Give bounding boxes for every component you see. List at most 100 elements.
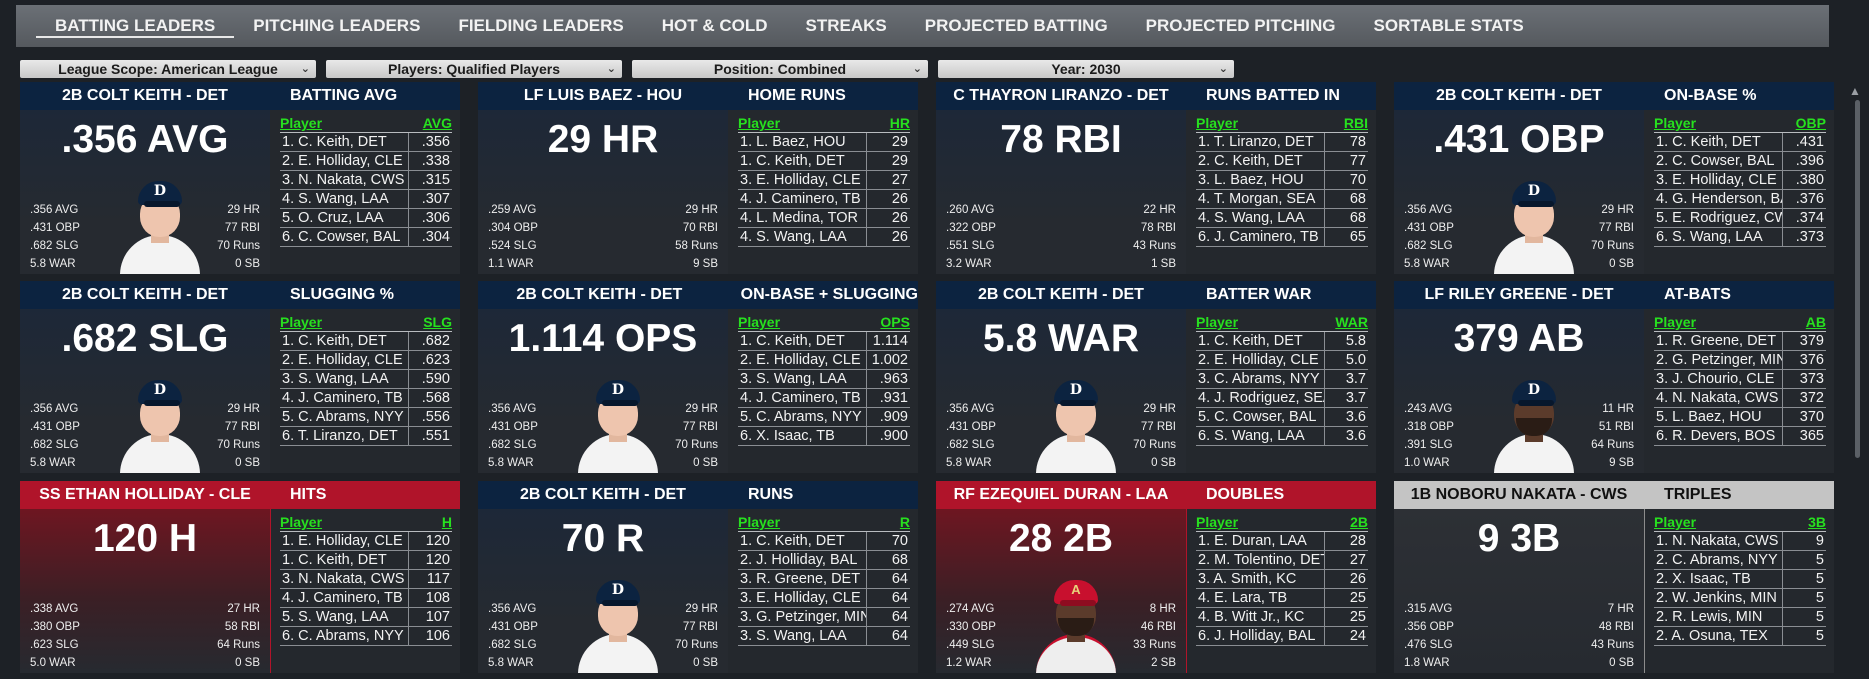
leaderboard-player[interactable]: 5. O. Cruz, LAA — [282, 210, 384, 226]
leaderboard-row[interactable]: 2. E. Holliday, CLE .338 — [280, 152, 452, 171]
tab-hot-cold[interactable]: HOT & COLD — [661, 16, 768, 35]
leaderboard-player[interactable]: 2. E. Holliday, CLE — [282, 352, 403, 368]
leaderboard-player[interactable]: 1. E. Holliday, CLE — [282, 533, 403, 549]
leaderboard-row[interactable]: 2. R. Lewis, MIN 5 — [1654, 608, 1826, 627]
column-header-stat[interactable]: 2B — [1350, 514, 1368, 530]
leaderboard-row[interactable]: 3. A. Smith, KC 26 — [1196, 570, 1368, 589]
leaderboard-player[interactable]: 4. S. Wang, LAA — [740, 229, 847, 245]
leader-name[interactable]: 2B COLT KEITH - DET — [516, 286, 683, 303]
leaderboard-row[interactable]: 4. J. Caminero, TB 108 — [280, 589, 452, 608]
leaderboard-row[interactable]: 3. L. Baez, HOU 70 — [1196, 171, 1368, 190]
leaderboard-player[interactable]: 2. C. Abrams, NYY — [1656, 552, 1778, 568]
leaderboard-row[interactable]: 6. C. Cowser, BAL .304 — [280, 228, 452, 247]
leaderboard-row[interactable]: 4. J. Caminero, TB 26 — [738, 190, 910, 209]
column-header-player[interactable]: Player — [738, 514, 781, 530]
leaderboard-row[interactable]: 1. R. Greene, DET 379 — [1654, 332, 1826, 351]
leaderboard-row[interactable]: 5. C. Cowser, BAL 3.6 — [1196, 408, 1368, 427]
leaderboard-player[interactable]: 4. G. Henderson, BAL — [1656, 191, 1782, 207]
leaderboard-player[interactable]: 2. M. Tolentino, DET — [1198, 552, 1324, 568]
column-header-player[interactable]: Player — [1654, 314, 1697, 330]
leaderboard-row[interactable]: 3. S. Wang, LAA .590 — [280, 370, 452, 389]
column-header-player[interactable]: Player — [1196, 314, 1239, 330]
leaderboard-player[interactable]: 3. E. Holliday, CLE — [740, 172, 861, 188]
leaderboard-player[interactable]: 4. E. Lara, TB — [1198, 590, 1288, 606]
column-header-player[interactable]: Player — [1196, 115, 1239, 131]
column-header-player[interactable]: Player — [738, 115, 781, 131]
leaderboard-player[interactable]: 4. N. Nakata, CWS — [1656, 390, 1779, 406]
leaderboard-row[interactable]: 1. C. Keith, DET 1.114 — [738, 332, 910, 351]
leaderboard-player[interactable]: 1. C. Keith, DET — [282, 333, 387, 349]
leaderboard-player[interactable]: 1. E. Duran, LAA — [1198, 533, 1307, 549]
leaderboard-row[interactable]: 5. O. Cruz, LAA .306 — [280, 209, 452, 228]
leader-name[interactable]: LF LUIS BAEZ - HOU — [523, 87, 683, 104]
leaderboard-player[interactable]: 2. C. Keith, DET — [1198, 153, 1303, 169]
leaderboard-player[interactable]: 4. T. Morgan, SEA — [1198, 191, 1316, 207]
leader-name[interactable]: 2B COLT KEITH - DET — [520, 486, 686, 503]
leaderboard-player[interactable]: 3. J. Chourio, CLE — [1656, 371, 1775, 387]
leaderboard-player[interactable]: 4. J. Caminero, TB — [282, 590, 403, 606]
leaderboard-row[interactable]: 2. C. Keith, DET 77 — [1196, 152, 1368, 171]
leaderboard-row[interactable]: 1. E. Holliday, CLE 120 — [280, 532, 452, 551]
leaderboard-row[interactable]: 3. E. Holliday, CLE .380 — [1654, 171, 1826, 190]
filter-dropdown-year[interactable]: Year: 2030 ⌄ — [938, 60, 1234, 78]
leaderboard-player[interactable]: 5. L. Baez, HOU — [1656, 409, 1762, 425]
filter-dropdown-players[interactable]: Players: Qualified Players ⌄ — [326, 60, 622, 78]
leaderboard-row[interactable]: 5. C. Abrams, NYY .909 — [738, 408, 910, 427]
column-header-player[interactable]: Player — [1654, 514, 1697, 530]
leaderboard-row[interactable]: 6. S. Wang, LAA .373 — [1654, 228, 1826, 247]
column-header-stat[interactable]: R — [899, 514, 910, 530]
leaderboard-player[interactable]: 2. E. Holliday, CLE — [282, 153, 403, 169]
leaderboard-row[interactable]: 4. S. Wang, LAA 68 — [1196, 209, 1368, 228]
leaderboard-row[interactable]: 1. L. Baez, HOU 29 — [738, 133, 910, 152]
leaderboard-row[interactable]: 6. T. Liranzo, DET .551 — [280, 427, 452, 446]
leader-name[interactable]: C THAYRON LIRANZO - DET — [953, 87, 1169, 104]
leaderboard-player[interactable]: 1. C. Keith, DET — [740, 153, 845, 169]
leaderboard-player[interactable]: 6. S. Wang, LAA — [1656, 229, 1763, 245]
leaderboard-player[interactable]: 3. E. Holliday, CLE — [1656, 172, 1777, 188]
leaderboard-row[interactable]: 1. T. Liranzo, DET 78 — [1196, 133, 1368, 152]
leaderboard-player[interactable]: 1. C. Keith, DET — [740, 333, 845, 349]
leaderboard-row[interactable]: 1. C. Keith, DET .431 — [1654, 133, 1826, 152]
leader-name[interactable]: 2B COLT KEITH - DET — [62, 87, 228, 104]
leaderboard-player[interactable]: 3. C. Abrams, NYY — [1198, 371, 1320, 387]
leader-name[interactable]: SS ETHAN HOLLIDAY - CLE — [39, 486, 251, 503]
leaderboard-row[interactable]: 2. E. Holliday, CLE 1.002 — [738, 351, 910, 370]
leaderboard-row[interactable]: 3. R. Greene, DET 64 — [738, 570, 910, 589]
leaderboard-row[interactable]: 2. J. Holliday, BAL 68 — [738, 551, 910, 570]
leaderboard-player[interactable]: 1. L. Baez, HOU — [740, 134, 846, 150]
leaderboard-player[interactable]: 2. E. Holliday, CLE — [740, 352, 861, 368]
vertical-scrollbar[interactable] — [1855, 100, 1860, 458]
column-header-stat[interactable]: H — [441, 514, 452, 530]
tab-sortable-stats[interactable]: SORTABLE STATS — [1373, 16, 1524, 35]
column-header-stat[interactable]: SLG — [423, 314, 452, 330]
leaderboard-player[interactable]: 3. E. Holliday, CLE — [740, 590, 861, 606]
column-header-stat[interactable]: 3B — [1808, 514, 1826, 530]
column-header-stat[interactable]: HR — [889, 115, 910, 131]
leaderboard-row[interactable]: 4. T. Morgan, SEA 68 — [1196, 190, 1368, 209]
leaderboard-player[interactable]: 2. C. Cowser, BAL — [1656, 153, 1775, 169]
leaderboard-row[interactable]: 6. C. Abrams, NYY 106 — [280, 627, 452, 646]
tab-batting-leaders[interactable]: BATTING LEADERS — [36, 5, 235, 47]
leaderboard-row[interactable]: 4. B. Witt Jr., KC 25 — [1196, 608, 1368, 627]
leaderboard-player[interactable]: 3. G. Petzinger, MIN — [740, 609, 866, 625]
leaderboard-row[interactable]: 2. M. Tolentino, DET 27 — [1196, 551, 1368, 570]
column-header-stat[interactable]: AVG — [422, 115, 452, 131]
leaderboard-row[interactable]: 5. E. Rodriguez, CWS.374 — [1654, 209, 1826, 228]
column-header-player[interactable]: Player — [1654, 115, 1697, 131]
tab-pitching-leaders[interactable]: PITCHING LEADERS — [253, 16, 421, 35]
scroll-up-arrow-icon[interactable]: ▲ — [1849, 84, 1861, 98]
leaderboard-player[interactable]: 3. L. Baez, HOU — [1198, 172, 1304, 188]
leaderboard-player[interactable]: 1. C. Keith, DET — [1198, 333, 1303, 349]
leaderboard-row[interactable]: 5. S. Wang, LAA 107 — [280, 608, 452, 627]
leaderboard-row[interactable]: 4. S. Wang, LAA .307 — [280, 190, 452, 209]
leaderboard-row[interactable]: 1. C. Keith, DET .356 — [280, 133, 452, 152]
leaderboard-player[interactable]: 1. T. Liranzo, DET — [1198, 134, 1314, 150]
leaderboard-row[interactable]: 6. X. Isaac, TB .900 — [738, 427, 910, 446]
leaderboard-row[interactable]: 2. X. Isaac, TB 5 — [1654, 570, 1826, 589]
leader-name[interactable]: 2B COLT KEITH - DET — [978, 286, 1144, 303]
leaderboard-row[interactable]: 3. C. Abrams, NYY 3.7 — [1196, 370, 1368, 389]
leaderboard-player[interactable]: 4. S. Wang, LAA — [282, 191, 389, 207]
leaderboard-row[interactable]: 2. A. Osuna, TEX 5 — [1654, 627, 1826, 646]
leader-name[interactable]: 2B COLT KEITH - DET — [62, 286, 228, 303]
leaderboard-row[interactable]: 4. G. Henderson, BAL.376 — [1654, 190, 1826, 209]
